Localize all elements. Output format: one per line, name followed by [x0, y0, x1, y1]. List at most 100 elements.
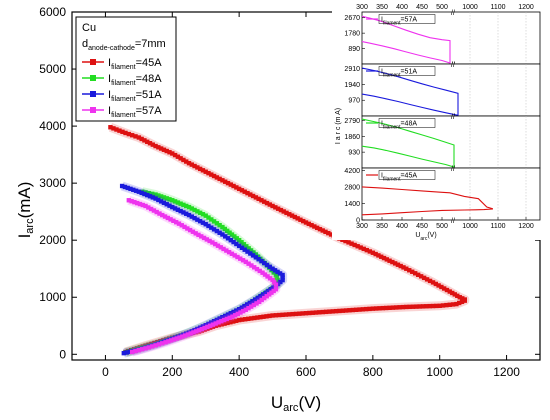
y-tick-label: 3000 [39, 176, 66, 190]
data-point [373, 251, 378, 257]
data-point [450, 290, 455, 296]
data-point [186, 212, 192, 218]
data-point [347, 308, 352, 313]
data-point [111, 126, 116, 131]
data-point [231, 309, 236, 315]
data-point [404, 266, 409, 271]
data-point [320, 228, 325, 233]
inset-x-tick-label: 300 [356, 223, 368, 230]
data-point [133, 348, 138, 354]
data-point [245, 190, 250, 196]
data-point [181, 202, 186, 208]
data-point [253, 252, 259, 257]
inset-y-tick-label: 1400 [344, 201, 360, 208]
x-tick-label: 800 [363, 365, 383, 379]
data-point [444, 302, 449, 308]
data-point [303, 311, 309, 316]
legend-marker [90, 75, 96, 81]
data-point [240, 308, 246, 314]
data-point [273, 313, 279, 318]
data-point [384, 257, 389, 262]
data-point [153, 143, 158, 149]
data-point [255, 295, 261, 301]
data-point [191, 330, 196, 335]
data-point [301, 218, 306, 224]
data-point [182, 224, 187, 230]
data-point [150, 344, 155, 349]
data-point [192, 215, 197, 221]
data-point [175, 200, 181, 205]
data-point [417, 304, 422, 309]
data-point [387, 305, 392, 310]
data-point [441, 286, 447, 291]
inset-panel-48A: // // 2790 1860 930 Ifilament=48A [344, 114, 541, 173]
data-point [360, 307, 366, 312]
inset-x-tick-label-top: 300 [356, 4, 368, 11]
data-point [147, 194, 153, 199]
data-point [333, 308, 339, 314]
data-point [298, 217, 303, 222]
inset-y-tick-label: 2910 [344, 66, 360, 73]
data-point [203, 222, 208, 227]
inset-x-tick-label-top: 1200 [518, 4, 534, 11]
data-point [242, 247, 247, 252]
data-point [167, 197, 172, 202]
data-point [270, 313, 275, 318]
inset-x-tick-label: 450 [416, 223, 428, 230]
data-point [222, 321, 227, 326]
data-point [407, 268, 412, 273]
data-point [267, 202, 272, 207]
data-point [452, 292, 457, 297]
data-point [184, 203, 189, 209]
data-point [228, 311, 233, 316]
data-point [454, 301, 459, 307]
data-point [182, 333, 188, 338]
inset-x-tick-label-top: 350 [376, 4, 388, 11]
data-point [210, 240, 215, 245]
inset-y-tick-label: 1940 [344, 82, 360, 89]
data-point [256, 257, 261, 262]
x-tick-label: 200 [162, 365, 182, 379]
data-point [251, 250, 256, 255]
data-point [439, 284, 444, 290]
y-tick-label: 5000 [39, 62, 66, 76]
data-point [170, 198, 175, 203]
data-point [410, 269, 415, 274]
inset-series-line [361, 118, 455, 168]
data-point [278, 279, 283, 285]
data-point [218, 245, 223, 250]
inset-x-tick-label: 1200 [518, 223, 534, 230]
data-point [236, 317, 242, 323]
data-point [114, 127, 119, 132]
data-point [136, 135, 142, 140]
data-point [243, 307, 249, 312]
data-point [309, 222, 314, 228]
data-point [255, 254, 261, 259]
data-point [250, 253, 256, 258]
data-point [139, 190, 144, 196]
inset-x-tick-label-top: 450 [416, 4, 428, 11]
data-point [201, 235, 207, 241]
data-point [293, 311, 299, 317]
data-point [164, 202, 169, 207]
data-point [257, 299, 262, 305]
data-point [317, 226, 323, 232]
data-point [367, 249, 373, 254]
inset-x-axis-title: Uarc(V) [415, 232, 436, 242]
data-point [447, 302, 452, 307]
inset-y-tick-label: 2670 [344, 15, 360, 22]
data-point [121, 350, 127, 356]
data-point [175, 207, 181, 212]
inset-y-tick-label: 930 [348, 150, 360, 157]
data-point [147, 141, 153, 146]
data-point [363, 306, 369, 312]
data-point [153, 192, 158, 197]
data-point [197, 166, 203, 172]
y-axis-title: Iarc(mA) [15, 182, 36, 239]
data-point [223, 313, 228, 319]
data-point [239, 188, 245, 193]
data-point [248, 248, 254, 253]
inset-x-tick-label-top: 1000 [462, 4, 478, 11]
data-point [145, 139, 150, 144]
data-point [196, 232, 201, 238]
